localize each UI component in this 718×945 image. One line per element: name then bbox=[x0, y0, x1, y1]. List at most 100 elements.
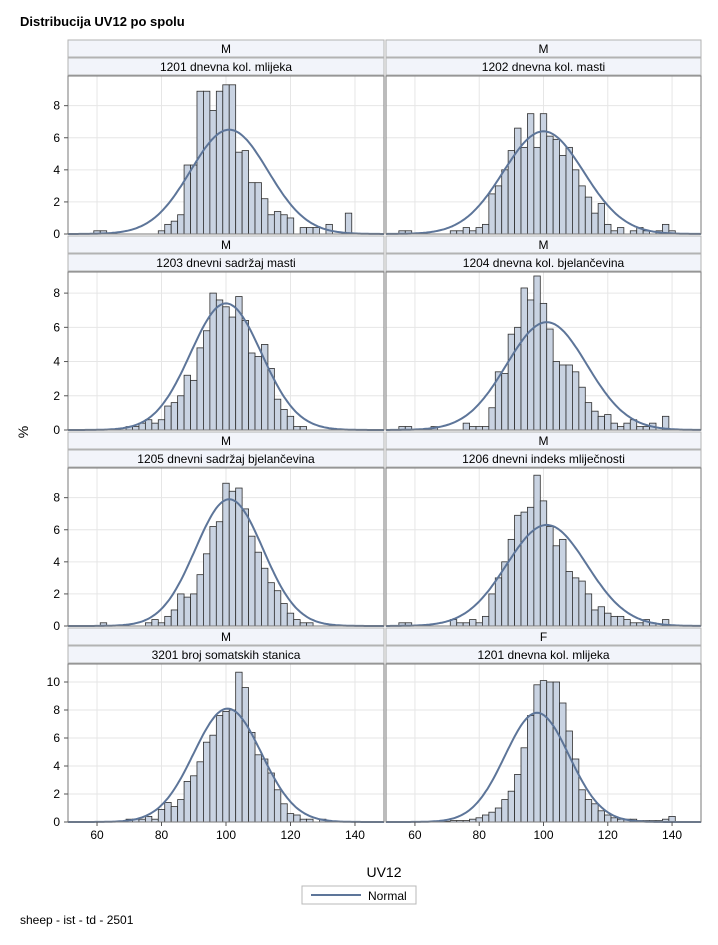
histogram-bar bbox=[462, 422, 470, 431]
histogram-bar bbox=[203, 90, 211, 235]
histogram-bar bbox=[578, 185, 586, 235]
panel-7: M 3201 broj somatskih stanica 0 2 4 6 8 10 60 80 1… bbox=[47, 627, 385, 842]
histogram-bar bbox=[235, 296, 243, 431]
panel-trait-label: 1205 dnevni sadržaj bjelančevina bbox=[137, 452, 315, 466]
histogram-bar bbox=[286, 612, 295, 627]
y-axis-label: % bbox=[15, 426, 31, 438]
histogram-bar bbox=[344, 212, 353, 235]
y-tick-label: 6 bbox=[53, 731, 60, 745]
panel-trait-label: 1201 dnevna kol. mlijeka bbox=[160, 60, 292, 74]
x-tick-label: 100 bbox=[216, 828, 236, 842]
panel-trait-label: 3201 broj somatskih stanica bbox=[152, 648, 301, 662]
histogram-bar bbox=[170, 609, 179, 627]
y-tick-label: 10 bbox=[47, 675, 61, 689]
histogram-bar bbox=[273, 398, 282, 431]
histogram-bar bbox=[196, 574, 204, 627]
panel-frame bbox=[385, 75, 702, 235]
histogram-bar bbox=[261, 198, 269, 235]
histogram-bar bbox=[546, 135, 554, 235]
histogram-bar bbox=[144, 816, 153, 823]
panel-2: M 1202 dnevna kol. masti bbox=[385, 39, 702, 235]
histogram-bar bbox=[286, 217, 295, 235]
histogram-bar bbox=[482, 223, 490, 235]
histogram-bar bbox=[299, 227, 308, 235]
histogram-bar bbox=[215, 521, 224, 627]
histogram-bar bbox=[267, 214, 275, 235]
histogram-bar bbox=[584, 593, 593, 627]
histogram-bar bbox=[164, 615, 172, 627]
histogram-bar bbox=[203, 330, 211, 431]
histogram-bar bbox=[235, 151, 243, 235]
histogram-bar bbox=[280, 803, 288, 823]
histogram-bar bbox=[475, 426, 483, 431]
histogram-bar bbox=[312, 227, 320, 235]
histogram-bar bbox=[591, 410, 599, 431]
histogram-bar bbox=[190, 593, 198, 627]
normal-curve bbox=[68, 128, 384, 235]
panel-trait-header bbox=[385, 645, 702, 664]
histogram-bar bbox=[617, 426, 625, 431]
histogram-bar bbox=[254, 551, 262, 627]
histogram-bar bbox=[604, 814, 612, 823]
histogram-bar bbox=[584, 799, 593, 823]
histogram-bar bbox=[539, 680, 548, 823]
histogram-bar bbox=[591, 212, 599, 235]
legend-label: Normal bbox=[368, 889, 407, 903]
histogram-bar bbox=[617, 227, 625, 235]
histogram-bar bbox=[578, 580, 586, 627]
histogram-bar bbox=[520, 747, 528, 823]
histogram-bar bbox=[610, 817, 618, 823]
x-tick-label: 140 bbox=[345, 828, 365, 842]
histogram-bar bbox=[235, 671, 243, 823]
panel-sex-label: M bbox=[539, 238, 549, 252]
histogram-bar bbox=[254, 182, 262, 235]
footnote: sheep - ist - td - 2501 bbox=[20, 913, 134, 927]
histogram-bar bbox=[462, 227, 470, 235]
histogram-bar bbox=[501, 169, 509, 235]
normal-curve bbox=[386, 321, 701, 431]
panel-8: F 1201 dnevna kol. mlijeka 60 80 100 120 140 bbox=[385, 627, 702, 842]
histogram-bar bbox=[527, 506, 535, 627]
histogram-bar bbox=[241, 320, 249, 431]
panel-trait-header bbox=[385, 253, 702, 272]
histogram-bar bbox=[157, 419, 166, 431]
histogram-bar bbox=[241, 508, 249, 627]
histogram-bar bbox=[144, 419, 153, 431]
histogram-bar bbox=[546, 328, 554, 431]
histogram-bar bbox=[157, 809, 166, 823]
histogram-bar bbox=[196, 347, 204, 431]
y-tick-label: 8 bbox=[53, 703, 60, 717]
y-tick-label: 2 bbox=[53, 787, 60, 801]
panel-sex-label: M bbox=[221, 434, 231, 448]
histogram-bar bbox=[482, 814, 490, 823]
histogram-bar bbox=[488, 811, 496, 823]
histogram-bar bbox=[222, 306, 230, 431]
x-tick-label: 120 bbox=[280, 828, 300, 842]
histogram-bar bbox=[280, 409, 288, 431]
histogram-bar bbox=[494, 807, 503, 823]
panel-trait-label: 1201 dnevna kol. mlijeka bbox=[477, 648, 609, 662]
histogram-bar bbox=[228, 316, 237, 431]
y-tick-label: 2 bbox=[53, 389, 60, 403]
panel-frame bbox=[385, 271, 702, 431]
histogram-bar bbox=[501, 799, 509, 823]
histogram-bar bbox=[170, 806, 179, 823]
panel-frame bbox=[67, 467, 385, 627]
panel-3: M 1203 dnevni sadržaj masti 0 2 4 6 8 bbox=[53, 235, 385, 437]
histogram-bar bbox=[280, 214, 288, 235]
histogram-bar bbox=[273, 590, 282, 627]
histogram-bar bbox=[183, 374, 191, 431]
panel-grid: M 1201 dnevna kol. mlijeka 0 2 4 6 8 M 1202 dnev… bbox=[47, 39, 702, 842]
panel-5: M 1205 dnevni sadržaj bjelančevina 0 2 4 6 8 bbox=[53, 431, 385, 633]
histogram-bar bbox=[552, 361, 560, 431]
x-tick-label: 80 bbox=[155, 828, 169, 842]
histogram-bar bbox=[151, 422, 159, 431]
y-tick-label: 8 bbox=[53, 286, 60, 300]
histogram-bar bbox=[520, 511, 528, 627]
histogram-bar bbox=[469, 426, 477, 431]
histogram-bar bbox=[293, 619, 301, 627]
histogram-bar bbox=[203, 741, 211, 823]
histogram-bar bbox=[299, 426, 308, 431]
histogram-bar bbox=[203, 553, 211, 627]
